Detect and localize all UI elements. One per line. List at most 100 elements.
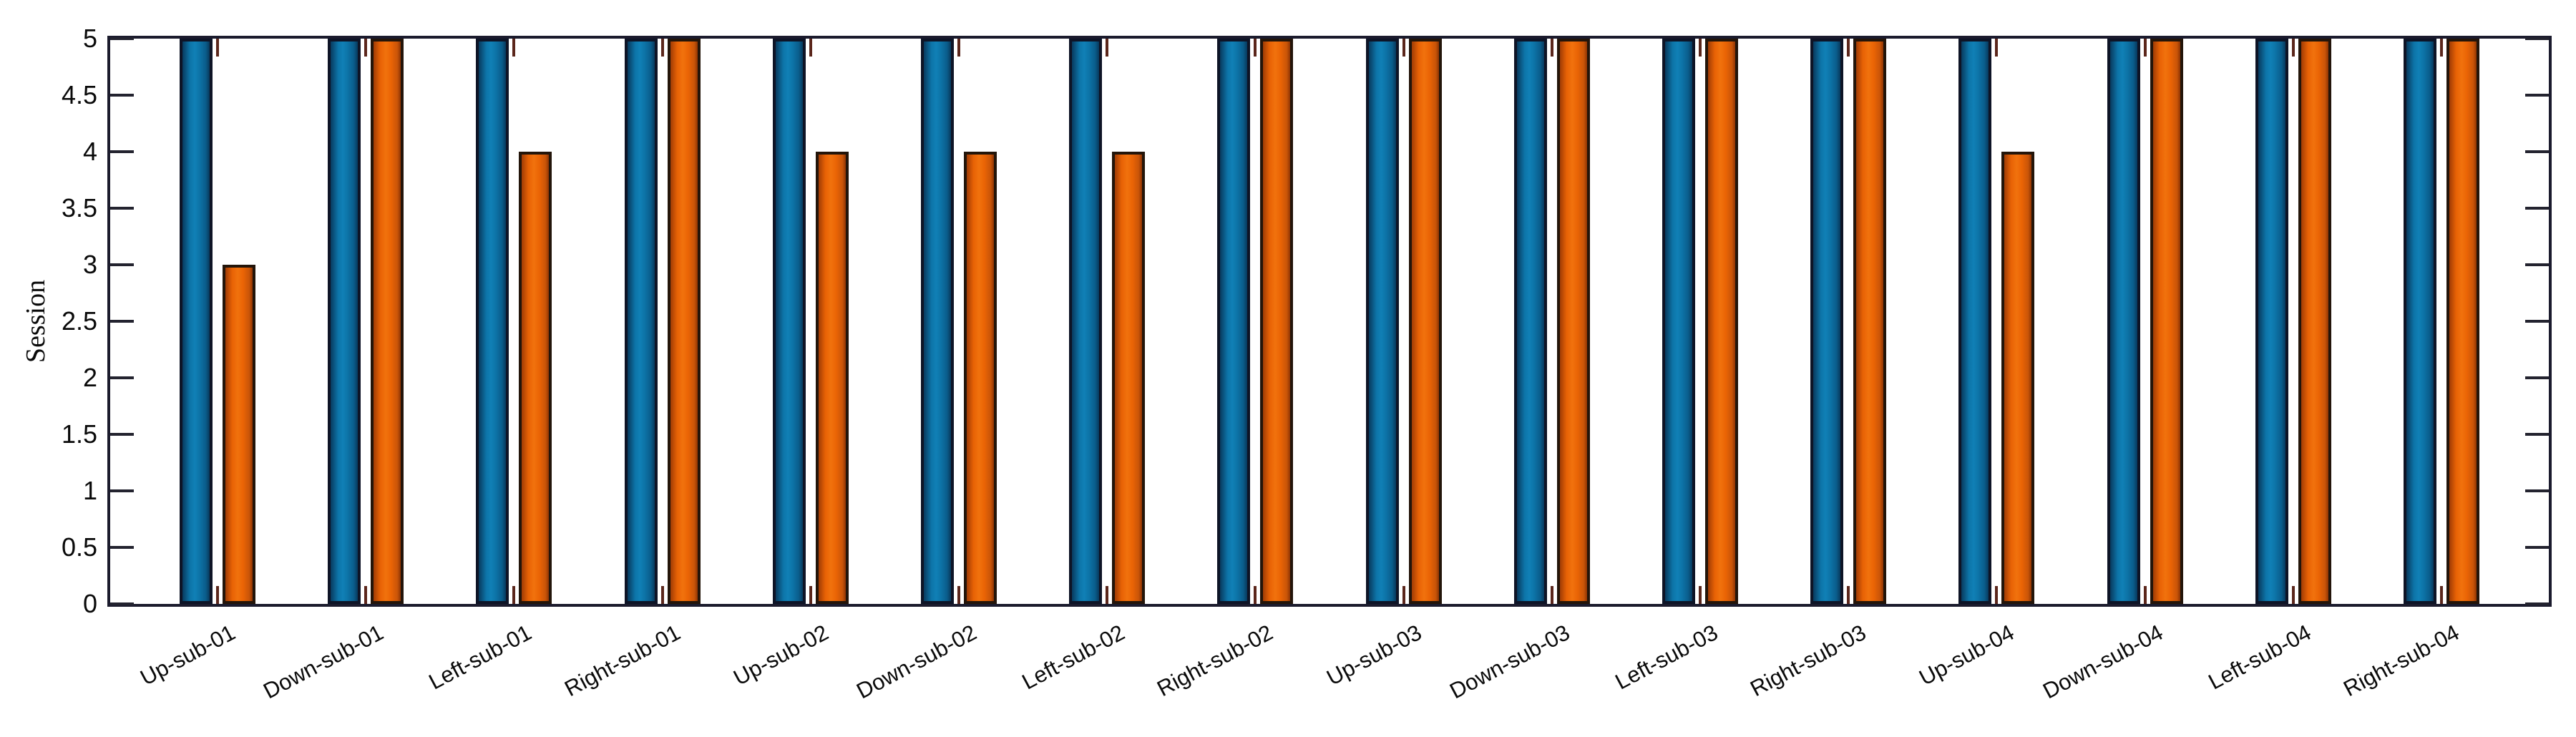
x-tick-top	[957, 39, 960, 57]
x-tick-label-Left-sub-02: Left-sub-02	[1018, 620, 1129, 695]
y-tick-right-3.5	[2525, 207, 2549, 210]
x-tick-top	[216, 39, 219, 57]
x-tick-bottom	[512, 586, 516, 604]
y-tick-label: 3.5	[61, 193, 97, 223]
y-tick-right-4	[2525, 150, 2549, 153]
x-tick-bottom	[1995, 586, 1999, 604]
x-tick-top	[364, 39, 368, 57]
x-tick-bottom	[2143, 586, 2147, 604]
y-tick-right-1	[2525, 489, 2549, 492]
orange-series-bar-Down-sub-04	[2150, 39, 2183, 604]
blue-series-bar-Down-sub-01	[328, 39, 361, 604]
blue-series-bar-Right-sub-01	[624, 39, 658, 604]
y-tick-left-3	[110, 263, 134, 266]
x-tick-bottom	[809, 586, 812, 604]
x-tick-label-Right-sub-02: Right-sub-02	[1153, 620, 1277, 702]
x-tick-top	[2440, 39, 2443, 57]
y-tick-label: 4	[82, 137, 97, 166]
orange-series-bar-Down-sub-01	[371, 39, 404, 604]
x-tick-bottom	[1550, 586, 1553, 604]
y-tick-label: 3	[82, 250, 97, 279]
y-tick-right-1.5	[2525, 433, 2549, 436]
x-tick-label-Left-sub-03: Left-sub-03	[1611, 620, 1722, 695]
blue-series-bar-Left-sub-01	[476, 39, 509, 604]
blue-series-bar-Left-sub-03	[1662, 39, 1695, 604]
y-tick-right-0	[2525, 602, 2549, 605]
x-tick-top	[1550, 39, 1553, 57]
orange-series-bar-Up-sub-04	[2001, 152, 2035, 604]
y-tick-right-5	[2525, 37, 2549, 40]
x-tick-label-Down-sub-03: Down-sub-03	[1445, 620, 1574, 704]
orange-series-bar-Right-sub-02	[1260, 39, 1294, 604]
x-tick-bottom	[1106, 586, 1109, 604]
y-tick-label: 1	[82, 476, 97, 505]
y-tick-right-0.5	[2525, 546, 2549, 549]
y-tick-left-2.5	[110, 320, 134, 323]
orange-series-bar-Right-sub-04	[2446, 39, 2479, 604]
blue-series-bar-Left-sub-04	[2255, 39, 2288, 604]
blue-series-bar-Down-sub-03	[1513, 39, 1547, 604]
y-tick-left-4	[110, 150, 134, 153]
orange-series-bar-Up-sub-03	[1408, 39, 1442, 604]
y-tick-label: 0.5	[61, 532, 97, 562]
x-tick-label-Left-sub-04: Left-sub-04	[2204, 620, 2316, 695]
y-tick-left-4.5	[110, 94, 134, 97]
orange-series-bar-Down-sub-02	[964, 152, 997, 604]
y-tick-right-2	[2525, 376, 2549, 379]
y-tick-label: 2	[82, 363, 97, 392]
x-tick-top	[512, 39, 516, 57]
y-tick-label: 4.5	[61, 80, 97, 109]
x-tick-bottom	[1254, 586, 1257, 604]
blue-series-bar-Right-sub-03	[1810, 39, 1844, 604]
y-tick-right-2.5	[2525, 320, 2549, 323]
blue-series-bar-Left-sub-02	[1069, 39, 1103, 604]
x-tick-bottom	[364, 586, 368, 604]
blue-series-bar-Up-sub-03	[1365, 39, 1399, 604]
orange-series-bar-Right-sub-01	[667, 39, 701, 604]
y-tick-left-3.5	[110, 207, 134, 210]
orange-series-bar-Down-sub-03	[1556, 39, 1590, 604]
x-tick-top	[1847, 39, 1850, 57]
y-tick-label: 0	[82, 589, 97, 618]
blue-series-bar-Up-sub-01	[180, 39, 213, 604]
y-tick-left-0	[110, 602, 134, 605]
orange-series-bar-Left-sub-03	[1705, 39, 1738, 604]
x-tick-label-Right-sub-04: Right-sub-04	[2339, 620, 2464, 702]
x-tick-bottom	[660, 586, 664, 604]
x-tick-label-Up-sub-02: Up-sub-02	[728, 620, 833, 690]
blue-series-bar-Down-sub-04	[2107, 39, 2140, 604]
orange-series-bar-Right-sub-03	[1853, 39, 1887, 604]
orange-series-bar-Left-sub-01	[519, 152, 552, 604]
orange-series-bar-Left-sub-02	[1112, 152, 1146, 604]
x-tick-label-Right-sub-01: Right-sub-01	[560, 620, 685, 702]
x-tick-top	[1699, 39, 1702, 57]
x-tick-top	[2143, 39, 2147, 57]
orange-series-bar-Up-sub-01	[223, 265, 255, 604]
y-tick-left-1	[110, 489, 134, 492]
y-tick-left-1.5	[110, 433, 134, 436]
y-tick-left-0.5	[110, 546, 134, 549]
x-tick-top	[809, 39, 812, 57]
blue-series-bar-Up-sub-04	[1958, 39, 1992, 604]
x-tick-bottom	[1847, 586, 1850, 604]
x-tick-top	[1995, 39, 1999, 57]
blue-series-bar-Down-sub-02	[921, 39, 954, 604]
x-tick-bottom	[2440, 586, 2443, 604]
x-tick-label-Down-sub-02: Down-sub-02	[852, 620, 981, 704]
y-tick-label: 5	[82, 24, 97, 53]
plot-area	[107, 36, 2552, 607]
blue-series-bar-Up-sub-02	[772, 39, 806, 604]
x-tick-label-Down-sub-04: Down-sub-04	[2038, 620, 2167, 704]
x-tick-label-Right-sub-03: Right-sub-03	[1746, 620, 1870, 702]
y-tick-right-3	[2525, 263, 2549, 266]
x-tick-top	[1254, 39, 1257, 57]
y-tick-left-2	[110, 376, 134, 379]
orange-series-bar-Left-sub-04	[2298, 39, 2331, 604]
x-tick-label-Down-sub-01: Down-sub-01	[259, 620, 388, 704]
blue-series-bar-Right-sub-04	[2404, 39, 2436, 604]
blue-series-bar-Right-sub-02	[1217, 39, 1251, 604]
x-tick-bottom	[1402, 586, 1405, 604]
x-tick-bottom	[1699, 586, 1702, 604]
x-tick-bottom	[216, 586, 219, 604]
